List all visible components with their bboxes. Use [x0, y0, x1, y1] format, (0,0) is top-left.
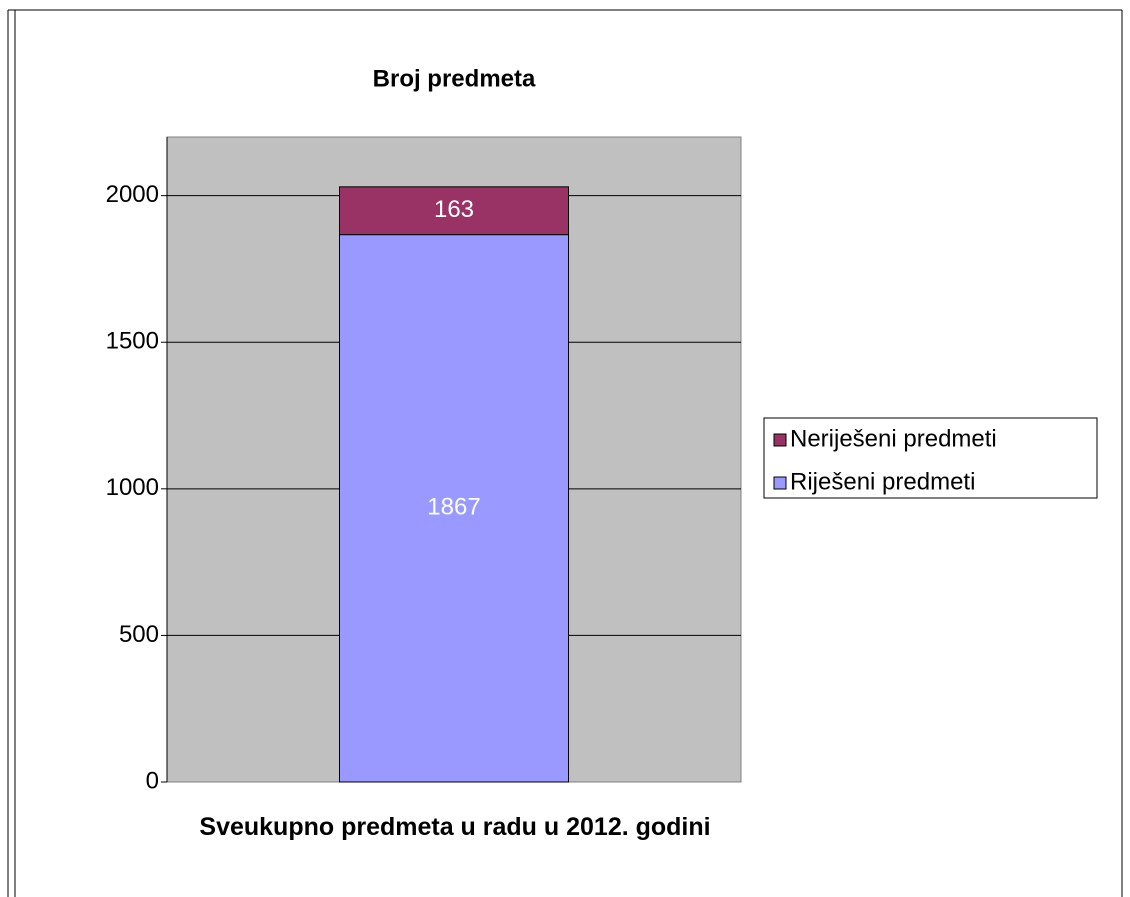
- legend-swatch: [773, 476, 787, 490]
- y-tick-label: 500: [119, 621, 159, 648]
- y-tick-label: 1500: [106, 328, 159, 355]
- legend-label: Neriješeni predmeti: [790, 425, 997, 452]
- chart-title: Broj predmeta: [373, 65, 536, 92]
- x-tick-label: Sveukupno predmeta u radu u 2012. godini: [199, 813, 711, 841]
- y-tick-label: 0: [146, 767, 159, 794]
- data-label: 163: [434, 196, 474, 223]
- legend-label: Riješeni predmeti: [790, 468, 975, 495]
- legend-box: [763, 417, 1098, 499]
- bar-segment: [339, 234, 569, 783]
- y-tick-label: 2000: [106, 181, 159, 208]
- y-tick-label: 1000: [106, 474, 159, 501]
- legend-swatch: [773, 433, 787, 447]
- data-label: 1867: [427, 494, 480, 521]
- bar-segment: [339, 186, 569, 236]
